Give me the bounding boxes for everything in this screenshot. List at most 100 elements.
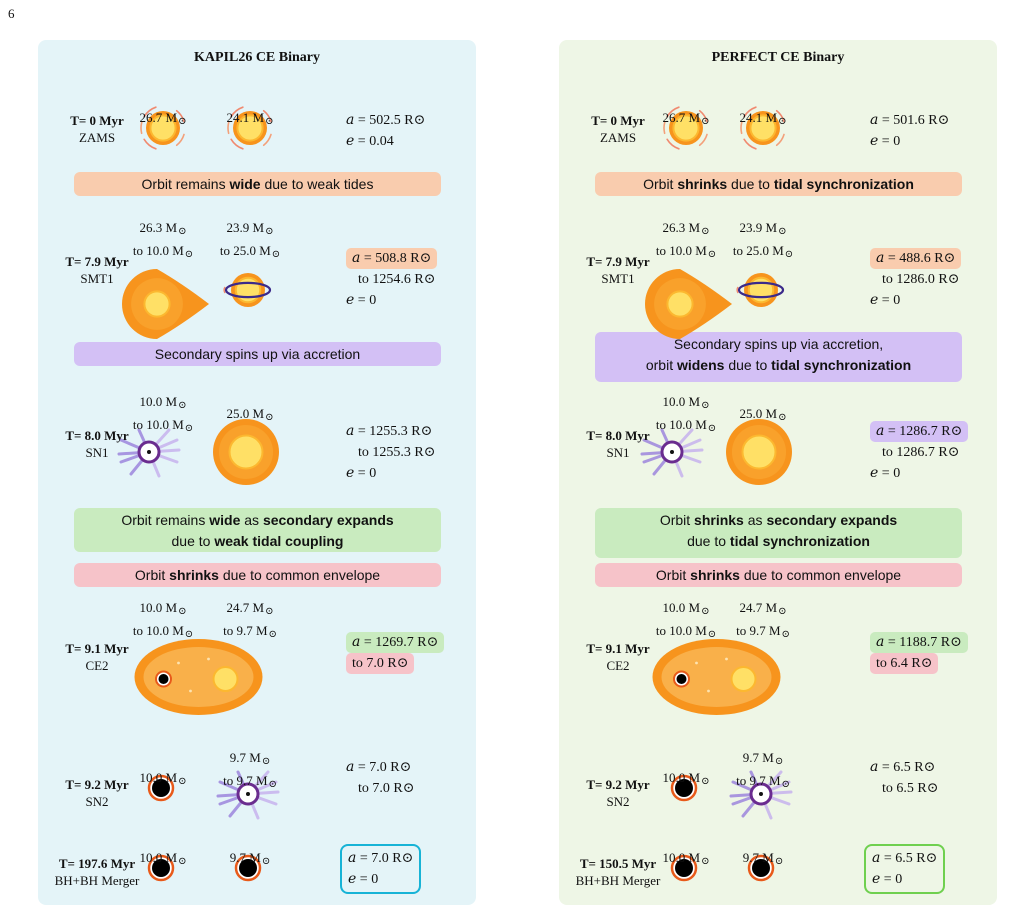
- mass-value: 9.7 M⊙: [742, 750, 784, 767]
- banner-text: orbit: [645, 357, 677, 373]
- secondary-mass: 25.0 M⊙: [200, 404, 300, 427]
- stage-label: T= 8.0 Myr SN1: [559, 427, 677, 461]
- stage-time: T= 9.1 Myr: [65, 641, 129, 656]
- banner-line: Secondary spins up via accretion: [74, 344, 441, 365]
- solar-symbol: ⊙: [265, 116, 274, 127]
- banner-text: due to weak tides: [260, 176, 374, 192]
- orbit-change-chip: a = 508.8 R⊙: [346, 248, 438, 269]
- orbit-line: e = 0: [348, 871, 379, 887]
- banner-text: Orbit: [659, 512, 695, 528]
- stage-label: T= 0 Myr ZAMS: [559, 112, 677, 146]
- stage-time: T= 7.9 Myr: [586, 254, 650, 269]
- banner-line: Orbit shrinks due to common envelope: [74, 565, 441, 586]
- orbit-change-chip: a = 1269.7 R⊙: [346, 632, 445, 653]
- solar-symbol: ⊙: [950, 635, 962, 650]
- stage-time: T= 7.9 Myr: [65, 254, 129, 269]
- primary-mass: 10.0 M⊙ to 10.0 M⊙: [113, 392, 213, 438]
- solar-symbol: ⊙: [265, 412, 274, 423]
- binary-illustrations: [117, 106, 280, 882]
- banner-line: Orbit shrinks as secondary expands: [595, 510, 962, 531]
- secondary-mass: 24.7 M⊙ to 9.7 M⊙: [200, 598, 300, 644]
- orbit-line: to 6.4 R⊙: [870, 653, 968, 674]
- solar-symbol: ⊙: [778, 606, 787, 617]
- mass-value: 24.1 M⊙: [739, 110, 787, 127]
- mass-value: to 10.0 M⊙: [655, 623, 717, 640]
- mass-value: to 25.0 M⊙: [732, 243, 794, 260]
- orbit-line: e = 0: [870, 465, 901, 481]
- black-hole-secondary: [747, 854, 775, 882]
- stage-name: BH+BH Merger: [575, 873, 661, 888]
- solar-symbol: ⊙: [420, 424, 433, 439]
- stage-time: T= 9.2 Myr: [65, 777, 129, 792]
- solar-symbol: ⊙: [920, 656, 933, 671]
- orbit-line: a = 7.0 R⊙: [346, 759, 412, 775]
- solar-symbol: ⊙: [950, 424, 963, 439]
- stage-label: T= 150.5 Myr BH+BH Merger: [559, 855, 677, 889]
- stage-label: T= 7.9 Myr SMT1: [559, 253, 677, 287]
- common-envelope: [652, 639, 781, 715]
- solar-symbol: ⊙: [178, 776, 187, 787]
- mass-value: 10.0 M⊙: [662, 394, 710, 411]
- orbit-line: to 1286.7 R⊙: [882, 445, 960, 460]
- solar-symbol: ⊙: [178, 400, 187, 411]
- emphasis-text: shrinks: [169, 567, 219, 583]
- supernova-secondary: [216, 770, 280, 820]
- solar-symbol: ⊙: [178, 606, 187, 617]
- orbit-line: to 1254.6 R⊙: [358, 272, 436, 287]
- banner-line: due to tidal synchronization: [595, 531, 962, 552]
- banner-text: Orbit: [134, 567, 170, 583]
- orbit-line: to 7.0 R⊙: [346, 653, 444, 674]
- stage-label: T= 9.1 Myr CE2: [559, 640, 677, 674]
- stage-label: T= 9.2 Myr SN2: [38, 776, 156, 810]
- black-hole-primary: [670, 774, 698, 802]
- explanation-banner: Orbit shrinks as secondary expands due to…: [595, 508, 962, 558]
- solar-symbol: ⊙: [184, 629, 194, 640]
- orbit-line: e = 0: [870, 292, 901, 308]
- solar-symbol: ⊙: [268, 629, 277, 640]
- stage-label: T= 9.2 Myr SN2: [559, 776, 677, 810]
- emphasis-text: secondary expands: [262, 512, 394, 528]
- mass-value: to 10.0 M⊙: [132, 623, 194, 640]
- banner-line: Orbit remains wide due to weak tides: [74, 174, 441, 195]
- stage-name: ZAMS: [78, 130, 116, 145]
- stage-time: T= 8.0 Myr: [586, 428, 650, 443]
- solar-symbol: ⊙: [265, 606, 274, 617]
- solar-symbol: ⊙: [701, 856, 710, 867]
- solar-symbol: ⊙: [265, 226, 274, 237]
- mass-value: to 9.7 M⊙: [223, 773, 277, 790]
- banner-text: due to: [171, 533, 215, 549]
- mass-value: 10.0 M⊙: [139, 850, 187, 867]
- mass-value: to 10.0 M⊙: [132, 417, 194, 434]
- solar-symbol: ⊙: [707, 629, 717, 640]
- mass-value: 26.7 M⊙: [662, 110, 710, 127]
- solar-symbol: ⊙: [781, 779, 790, 790]
- secondary-star: [740, 106, 785, 150]
- banner-line: Orbit shrinks due to tidal synchronizati…: [595, 174, 962, 195]
- secondary-star: [227, 106, 272, 150]
- black-hole-secondary: [234, 854, 262, 882]
- banner-text: Orbit: [655, 567, 691, 583]
- orbit-parameters: a = 7.0 R⊙ to 7.0 R⊙: [346, 757, 414, 799]
- orbit-line: a = 1188.7 R⊙: [870, 632, 968, 653]
- solar-symbol: ⊙: [419, 251, 432, 266]
- banner-text: Secondary spins up via accretion: [154, 346, 361, 362]
- orbit-parameters: a = 1269.7 R⊙ to 7.0 R⊙: [346, 632, 445, 674]
- orbit-line: e = 0: [872, 871, 903, 887]
- primary-mass: 26.3 M⊙ to 10.0 M⊙: [636, 218, 736, 264]
- orbit-line: e = 0: [346, 292, 377, 308]
- banner-text: Secondary spins up via accretion,: [673, 336, 884, 352]
- roche-lobe-donor: [122, 269, 209, 339]
- emphasis-text: tidal synchronization: [773, 176, 914, 192]
- mass-value: 10.0 M⊙: [662, 770, 710, 787]
- primary-mass: 10.0 M⊙ to 10.0 M⊙: [636, 392, 736, 438]
- primary-star: [140, 106, 185, 150]
- stage-label: T= 8.0 Myr SN1: [38, 427, 156, 461]
- orbit-change-chip: to 7.0 R⊙: [346, 653, 415, 674]
- stage-name: SN2: [606, 794, 630, 809]
- solar-symbol: ⊙: [926, 781, 939, 796]
- solar-symbol: ⊙: [701, 116, 710, 127]
- secondary-mass: 9.7 M⊙ to 9.7 M⊙: [713, 748, 813, 794]
- orbit-line: e = 0: [346, 465, 377, 481]
- panel-title: PERFECT CE Binary: [711, 50, 845, 65]
- accreting-secondary: [223, 273, 272, 307]
